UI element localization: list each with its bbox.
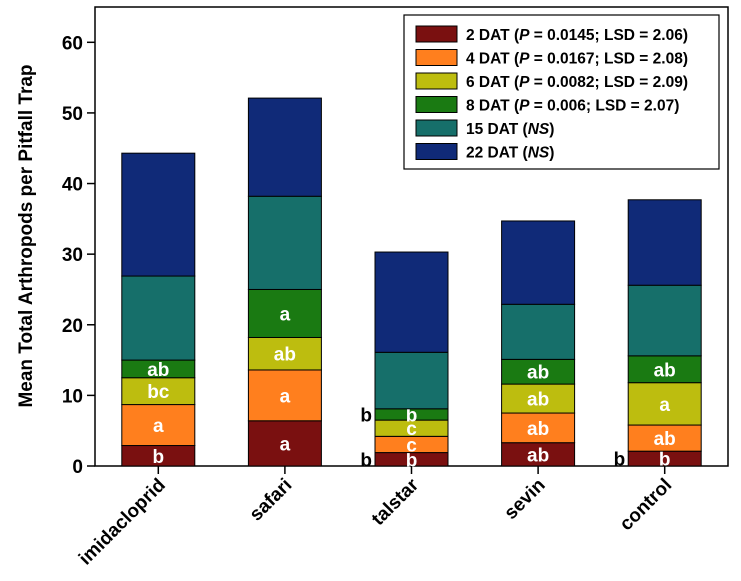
significance-label: bc — [147, 382, 170, 403]
y-tick-label: 40 — [62, 175, 83, 196]
bar-segment — [374, 351, 449, 410]
legend-swatch — [415, 143, 458, 160]
significance-label: a — [659, 395, 670, 416]
x-category-label: talstar — [368, 474, 424, 530]
legend-label: 8 DAT (P = 0.006; LSD = 2.07) — [466, 98, 679, 115]
bar-segment — [501, 383, 576, 414]
y-tick-label: 20 — [62, 316, 83, 337]
legend-swatch — [415, 25, 458, 43]
bar-segment — [121, 275, 196, 361]
legend-label: 4 DAT (P = 0.0167; LSD = 2.08) — [466, 51, 688, 68]
significance-label: a — [280, 434, 291, 455]
significance-label: b — [406, 405, 418, 426]
legend-swatch — [415, 49, 458, 66]
significance-label: c — [406, 435, 417, 456]
y-tick-label: 30 — [62, 245, 83, 266]
significance-label: b — [659, 450, 671, 471]
significance-label: b — [360, 450, 372, 471]
legend-swatch — [415, 119, 458, 137]
bar-segment — [121, 404, 196, 447]
legend: 2 DAT (P = 0.0145; LSD = 2.06) 4 DAT (P =… — [403, 14, 720, 170]
y-tick-label: 10 — [62, 386, 83, 407]
legend-label: 2 DAT (P = 0.0145; LSD = 2.06) — [466, 27, 688, 44]
significance-label: b — [614, 450, 626, 471]
bar-segment — [501, 220, 576, 305]
significance-label: ab — [274, 345, 296, 366]
bar-segment — [627, 382, 702, 426]
legend-swatch — [415, 72, 458, 90]
bar-segment — [374, 251, 449, 353]
legend-label: 6 DAT (P = 0.0082; LSD = 2.09) — [466, 74, 688, 91]
y-tick-label: 50 — [62, 104, 83, 125]
x-axis: imidacloprid safari talstar sevin control — [75, 466, 676, 569]
y-axis: 0 10 20 30 40 50 60 — [62, 33, 95, 478]
bar-segment — [627, 199, 702, 286]
bar-segment — [501, 358, 576, 385]
y-tick-label: 60 — [62, 33, 83, 54]
significance-label: ab — [527, 390, 549, 411]
legend-swatch — [415, 96, 458, 113]
significance-label: b — [406, 450, 418, 471]
bar-segment — [247, 97, 322, 197]
x-category-label: sevin — [500, 475, 549, 524]
bar-segment — [627, 284, 702, 357]
bar-segment — [247, 336, 322, 371]
bar-segment — [627, 355, 702, 384]
significance-label: a — [280, 304, 291, 325]
y-axis-label: Mean Total Arthropods per Pitfall Trap — [16, 64, 37, 407]
significance-label: ab — [527, 445, 549, 466]
bar-segment — [247, 195, 322, 290]
x-category-label: safari — [246, 475, 297, 526]
legend-label: 15 DAT (NS) — [466, 121, 554, 138]
significance-label: ab — [654, 360, 676, 381]
significance-label: ab — [527, 363, 549, 384]
bar-segment — [247, 420, 322, 467]
y-tick-label: 0 — [72, 457, 83, 478]
significance-label: b — [152, 447, 164, 468]
significance-label: a — [280, 386, 291, 407]
bar-segment — [501, 303, 576, 360]
significance-label: ab — [654, 429, 676, 450]
x-category-label: control — [616, 475, 676, 535]
significance-label: b — [360, 405, 372, 426]
x-category-label: imidacloprid — [75, 475, 170, 570]
significance-label: ab — [147, 360, 169, 381]
significance-label: ab — [527, 419, 549, 440]
bar-segment — [247, 369, 322, 422]
bar-segment — [121, 152, 196, 277]
bar-segment — [247, 288, 322, 338]
significance-label: c — [406, 419, 417, 440]
significance-label: a — [153, 416, 164, 437]
legend-label: 22 DAT (NS) — [466, 145, 554, 162]
